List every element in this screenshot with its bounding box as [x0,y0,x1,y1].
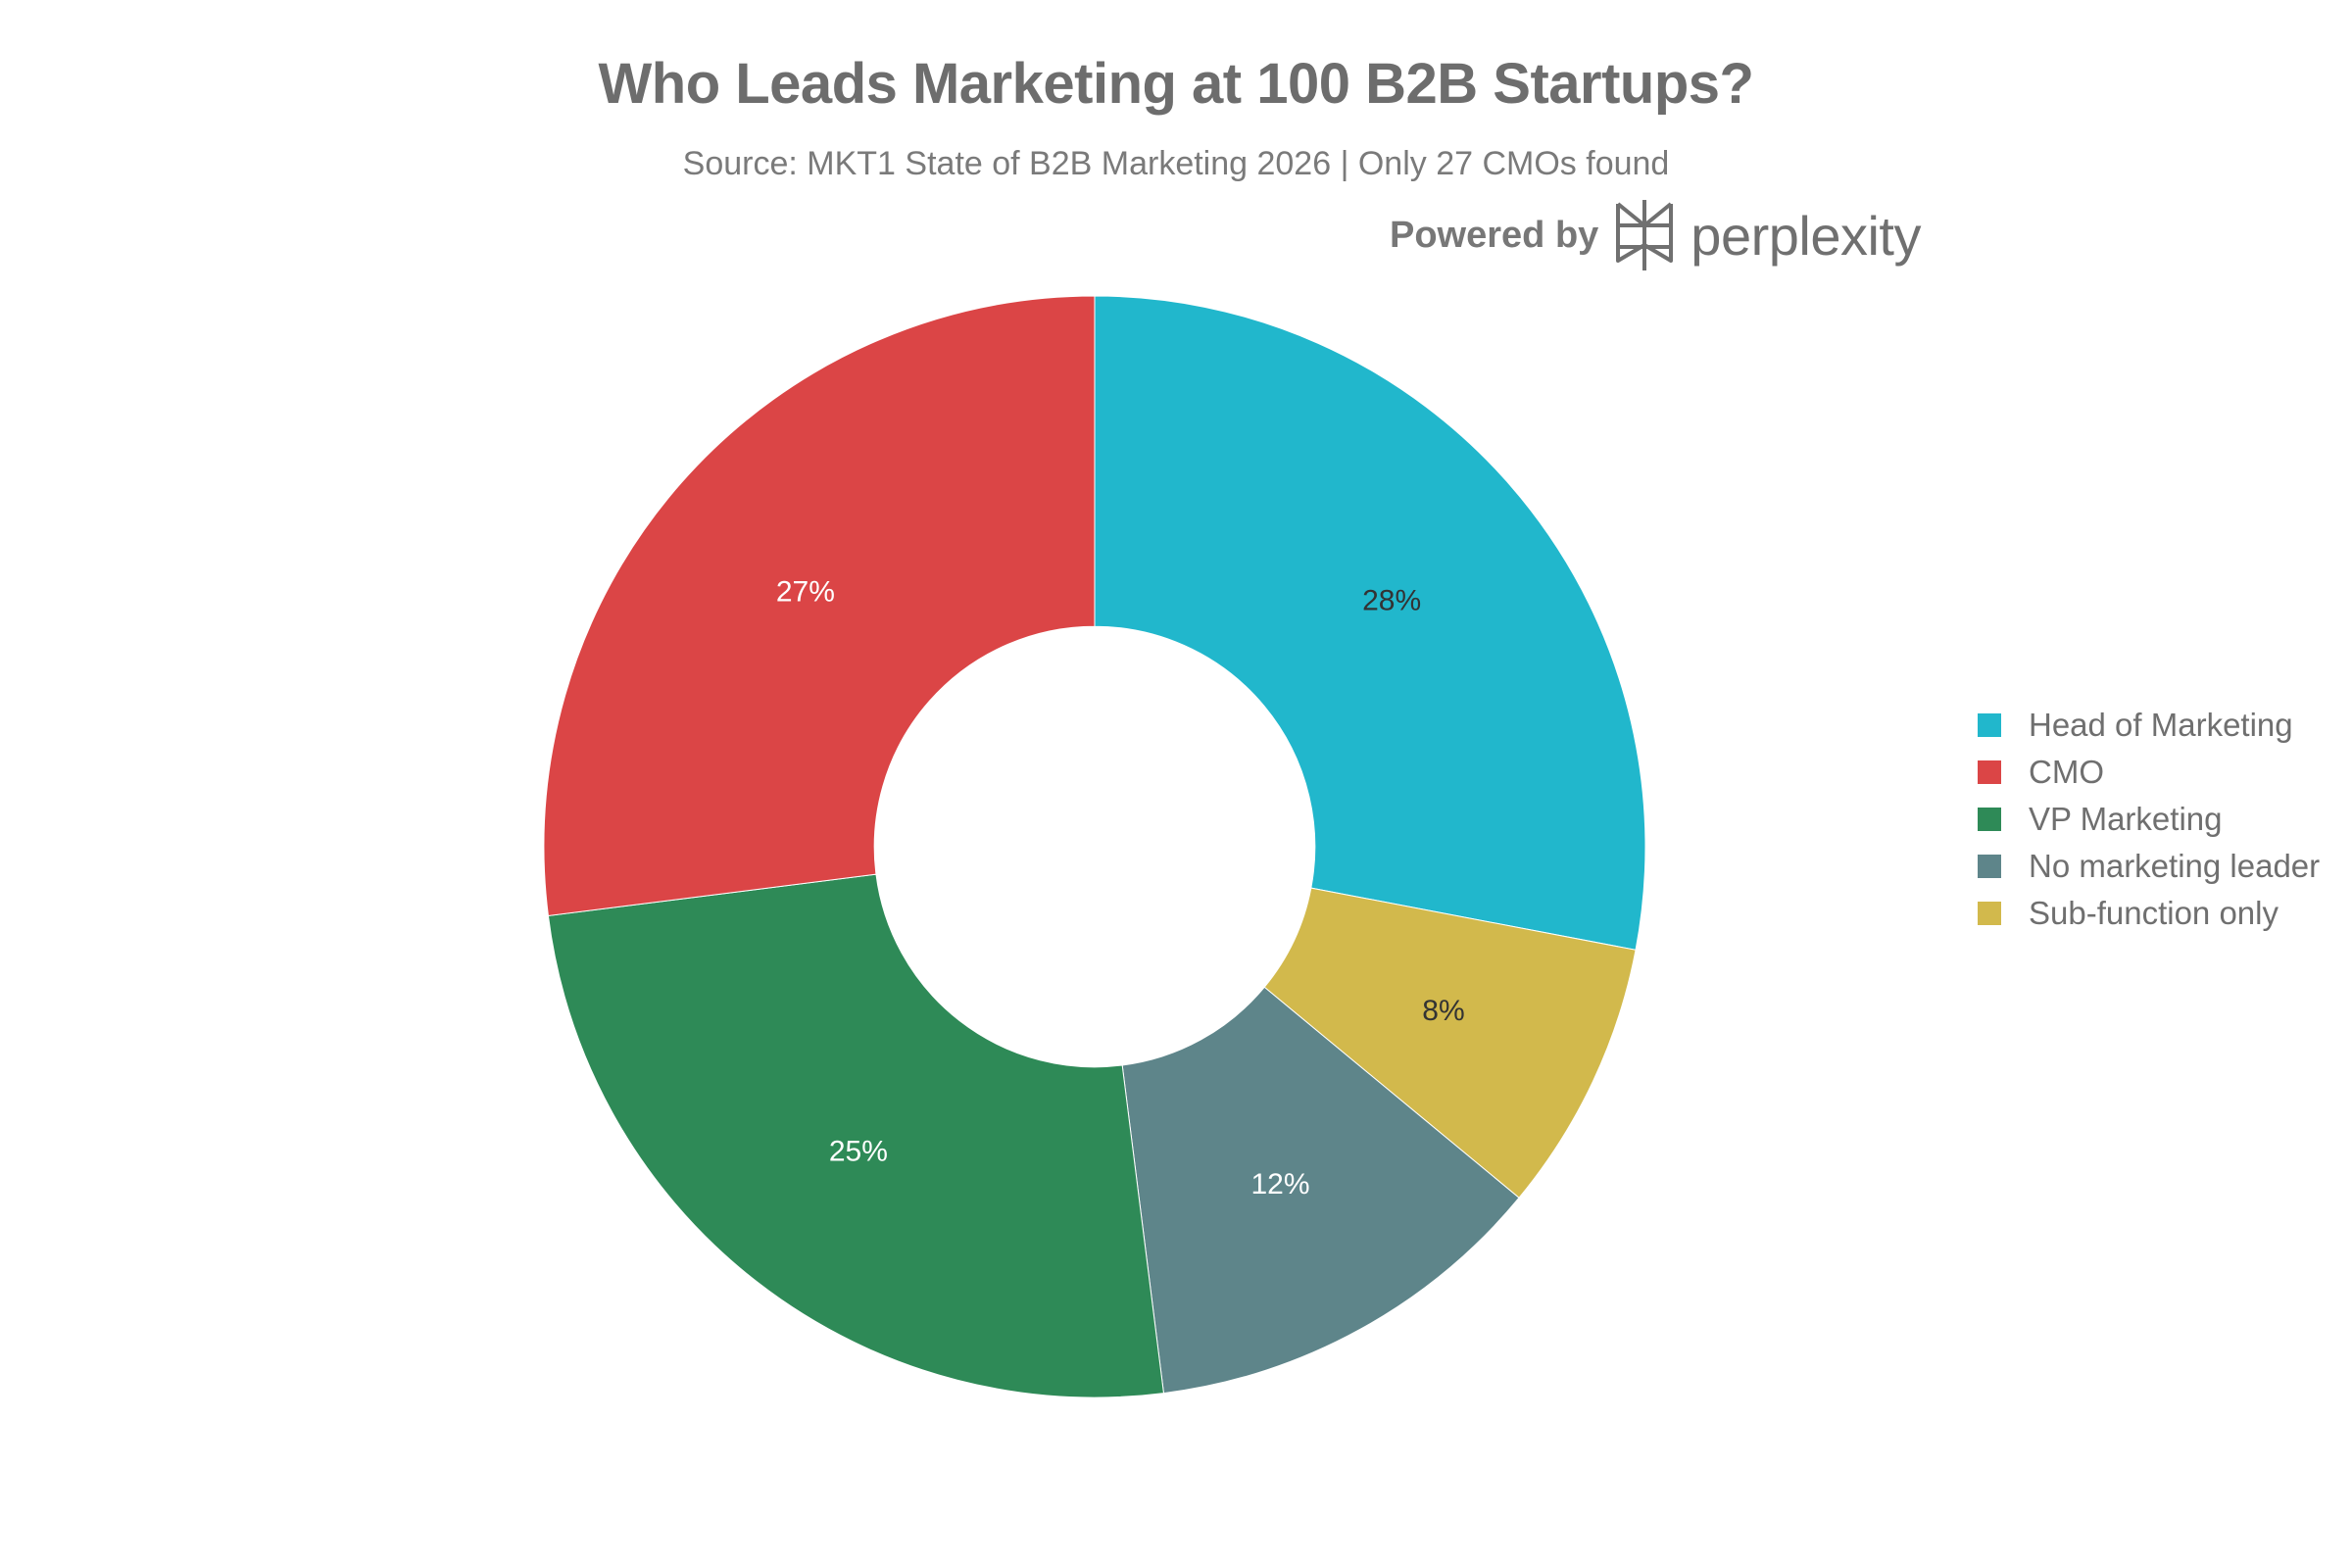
legend-item[interactable]: Head of Marketing [1978,702,2320,749]
legend-item[interactable]: VP Marketing [1978,796,2320,843]
slice-cmo [543,295,1096,916]
slice-no-marketing-leader [1121,986,1520,1395]
perplexity-logo-icon [1616,200,1674,270]
legend-item[interactable]: Sub-function only [1978,890,2320,937]
powered-by-label: Powered by [1390,214,1599,256]
legend-item[interactable]: CMO [1978,749,2320,796]
legend-swatch [1978,902,2001,925]
chart-subtitle: Source: MKT1 State of B2B Marketing 2026… [682,145,1670,182]
slice-head-of-marketing [1094,295,1646,951]
slice-label-vp-marketing: 25% [829,1135,888,1167]
chart-legend: Head of Marketing CMO VP Marketing No marke… [1978,702,2320,937]
slice-sub-function-only [1263,887,1637,1199]
legend-label: VP Marketing [2029,801,2223,837]
legend-swatch [1978,808,2001,831]
legend-label: CMO [2029,754,2104,790]
powered-by-badge: Powered by perplexity [1390,196,1921,274]
legend-item[interactable]: No marketing leader [1978,843,2320,890]
legend-swatch [1978,760,2001,784]
slice-label-sub-function-only: 8% [1422,995,1464,1027]
legend-swatch [1978,713,2001,737]
legend-label: Head of Marketing [2029,707,2293,743]
slice-label-no-marketing-leader: 12% [1250,1168,1309,1200]
powered-by-brand: perplexity [1690,204,1921,267]
slice-label-cmo: 27% [776,575,835,608]
slice-label-head-of-marketing: 28% [1362,585,1421,617]
legend-label: No marketing leader [2029,848,2321,884]
legend-swatch [1978,855,2001,878]
slice-vp-marketing [547,873,1164,1398]
legend-label: Sub-function only [2029,895,2278,931]
chart-title: Who Leads Marketing at 100 B2B Startups? [598,52,1754,116]
